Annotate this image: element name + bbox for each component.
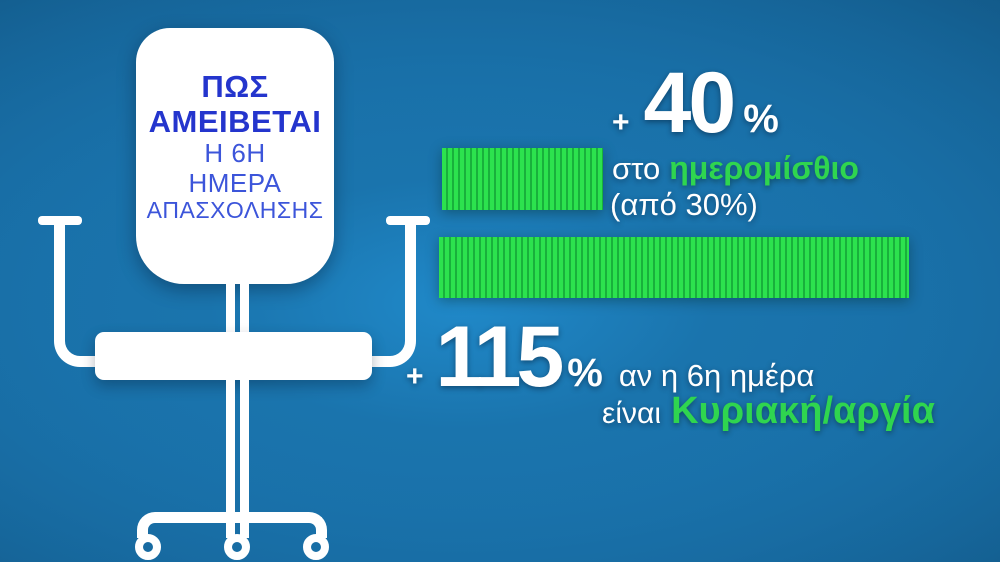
chair-wheel-left (135, 534, 161, 560)
label-condition-line2: είναι Κυριακή/αργία (602, 390, 935, 433)
plus-sign: + (612, 106, 630, 139)
chair-back-strut (226, 272, 235, 336)
chair-post (226, 378, 235, 538)
label-highlight-wage: ημερομίσθιο (669, 150, 859, 186)
chair-seat (95, 332, 372, 380)
bar-daily-wage (442, 148, 603, 210)
label-daily-wage: στο ημερομίσθιο (612, 150, 859, 187)
value-40: 40 (643, 55, 737, 151)
chair-armrest-cap-left (38, 216, 82, 225)
value-label-115: + 115 % αν η 6η ημέρα (406, 314, 814, 400)
chair-back-strut (240, 272, 249, 336)
percent-sign: % (743, 97, 779, 141)
chair-subtitle-line2: ΗΜΕΡΑ (188, 167, 282, 198)
chair-title-line1: ΠΩΣ (201, 69, 269, 104)
chair-armrest-left (54, 225, 98, 367)
chair-title-line2: ΑΜΕΙΒΕΤΑΙ (148, 103, 322, 139)
bar-sunday-holiday (439, 237, 909, 298)
label-condition-line1: αν η 6η ημέρα (618, 358, 815, 393)
value-label-40: + 40 % (612, 60, 779, 146)
chair-armrest-cap-right (386, 216, 430, 225)
chair-wheel-center (224, 534, 250, 560)
label-prefix: είναι (602, 397, 662, 430)
chair-post (240, 378, 249, 538)
label-previous-rate: (από 30%) (610, 187, 758, 222)
chair-backrest: ΠΩΣ ΑΜΕΙΒΕΤΑΙ Η 6Η ΗΜΕΡΑ ΑΠΑΣΧΟΛΗΣΗΣ (136, 28, 334, 284)
chair-armrest-right (372, 225, 416, 367)
plus-sign: + (406, 360, 424, 393)
percent-sign: % (567, 351, 603, 395)
chair-subtitle-line1: Η 6Η (204, 138, 266, 169)
value-115: 115 (435, 309, 565, 405)
chair-base (137, 512, 327, 538)
label-prefix: στο (612, 151, 661, 186)
label-highlight-sunday: Κυριακή/αργία (671, 390, 935, 432)
chair-wheel-right (303, 534, 329, 560)
chair-subtitle-line3: ΑΠΑΣΧΟΛΗΣΗΣ (146, 196, 324, 223)
